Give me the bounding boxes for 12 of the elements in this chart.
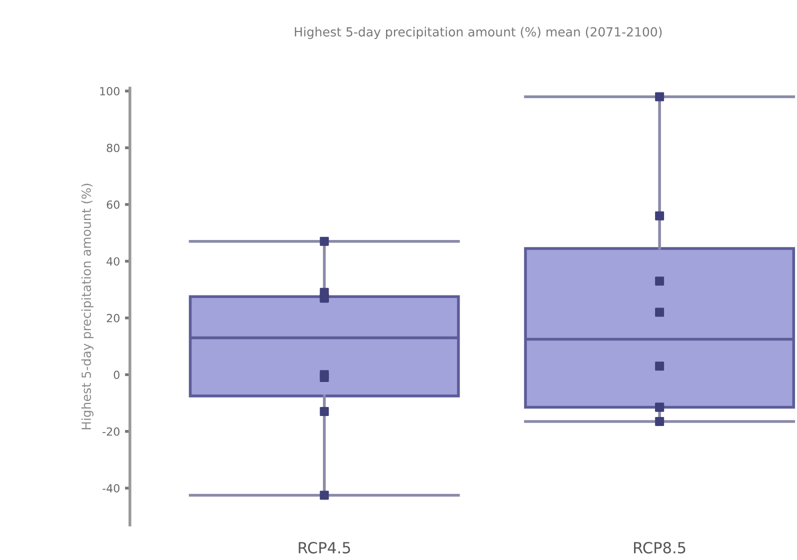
y-tick-label: 80: [106, 144, 120, 152]
y-tick-label: 20: [106, 314, 120, 322]
y-tick-label: 100: [100, 87, 120, 96]
y-tick-label: 40: [106, 257, 120, 266]
y-tick-label: -40: [102, 484, 120, 493]
x-tick-label: RCP8.5: [634, 542, 686, 554]
y-tick-label: 0: [114, 370, 120, 380]
x-tick-label: RCP4.5: [298, 542, 350, 554]
y-tick-label: -20: [102, 427, 120, 436]
y-tick-label: 60: [106, 200, 120, 209]
y-axis-title: Highest 5-day precipitation amount (%): [81, 184, 94, 430]
chart-title: Highest 5-day precipitation amount (%) mean (2071-2100): [294, 26, 662, 39]
